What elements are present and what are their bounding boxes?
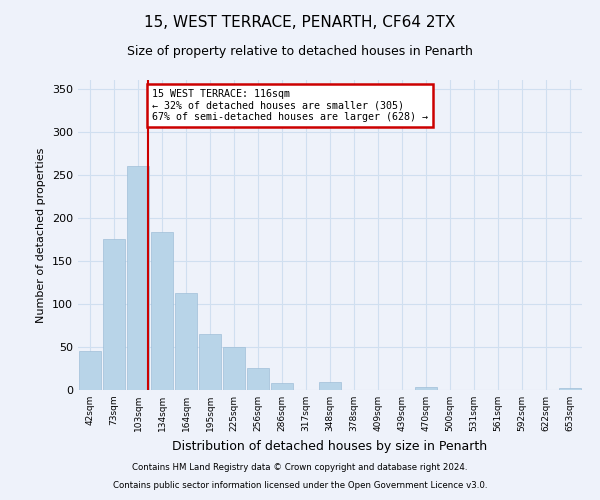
Text: 15, WEST TERRACE, PENARTH, CF64 2TX: 15, WEST TERRACE, PENARTH, CF64 2TX: [145, 15, 455, 30]
Bar: [415, 388, 437, 390]
X-axis label: Distribution of detached houses by size in Penarth: Distribution of detached houses by size …: [172, 440, 488, 452]
Bar: [559, 388, 581, 390]
Bar: [199, 334, 221, 390]
Text: 15 WEST TERRACE: 116sqm
← 32% of detached houses are smaller (305)
67% of semi-d: 15 WEST TERRACE: 116sqm ← 32% of detache…: [152, 88, 428, 122]
Text: Size of property relative to detached houses in Penarth: Size of property relative to detached ho…: [127, 45, 473, 58]
Bar: [127, 166, 149, 390]
Bar: [175, 292, 197, 390]
Bar: [223, 347, 245, 390]
Bar: [103, 240, 125, 390]
Bar: [247, 368, 269, 390]
Y-axis label: Number of detached properties: Number of detached properties: [37, 148, 46, 322]
Bar: [319, 382, 341, 390]
Bar: [79, 351, 101, 390]
Bar: [151, 232, 173, 390]
Bar: [271, 383, 293, 390]
Text: Contains HM Land Registry data © Crown copyright and database right 2024.: Contains HM Land Registry data © Crown c…: [132, 464, 468, 472]
Text: Contains public sector information licensed under the Open Government Licence v3: Contains public sector information licen…: [113, 481, 487, 490]
